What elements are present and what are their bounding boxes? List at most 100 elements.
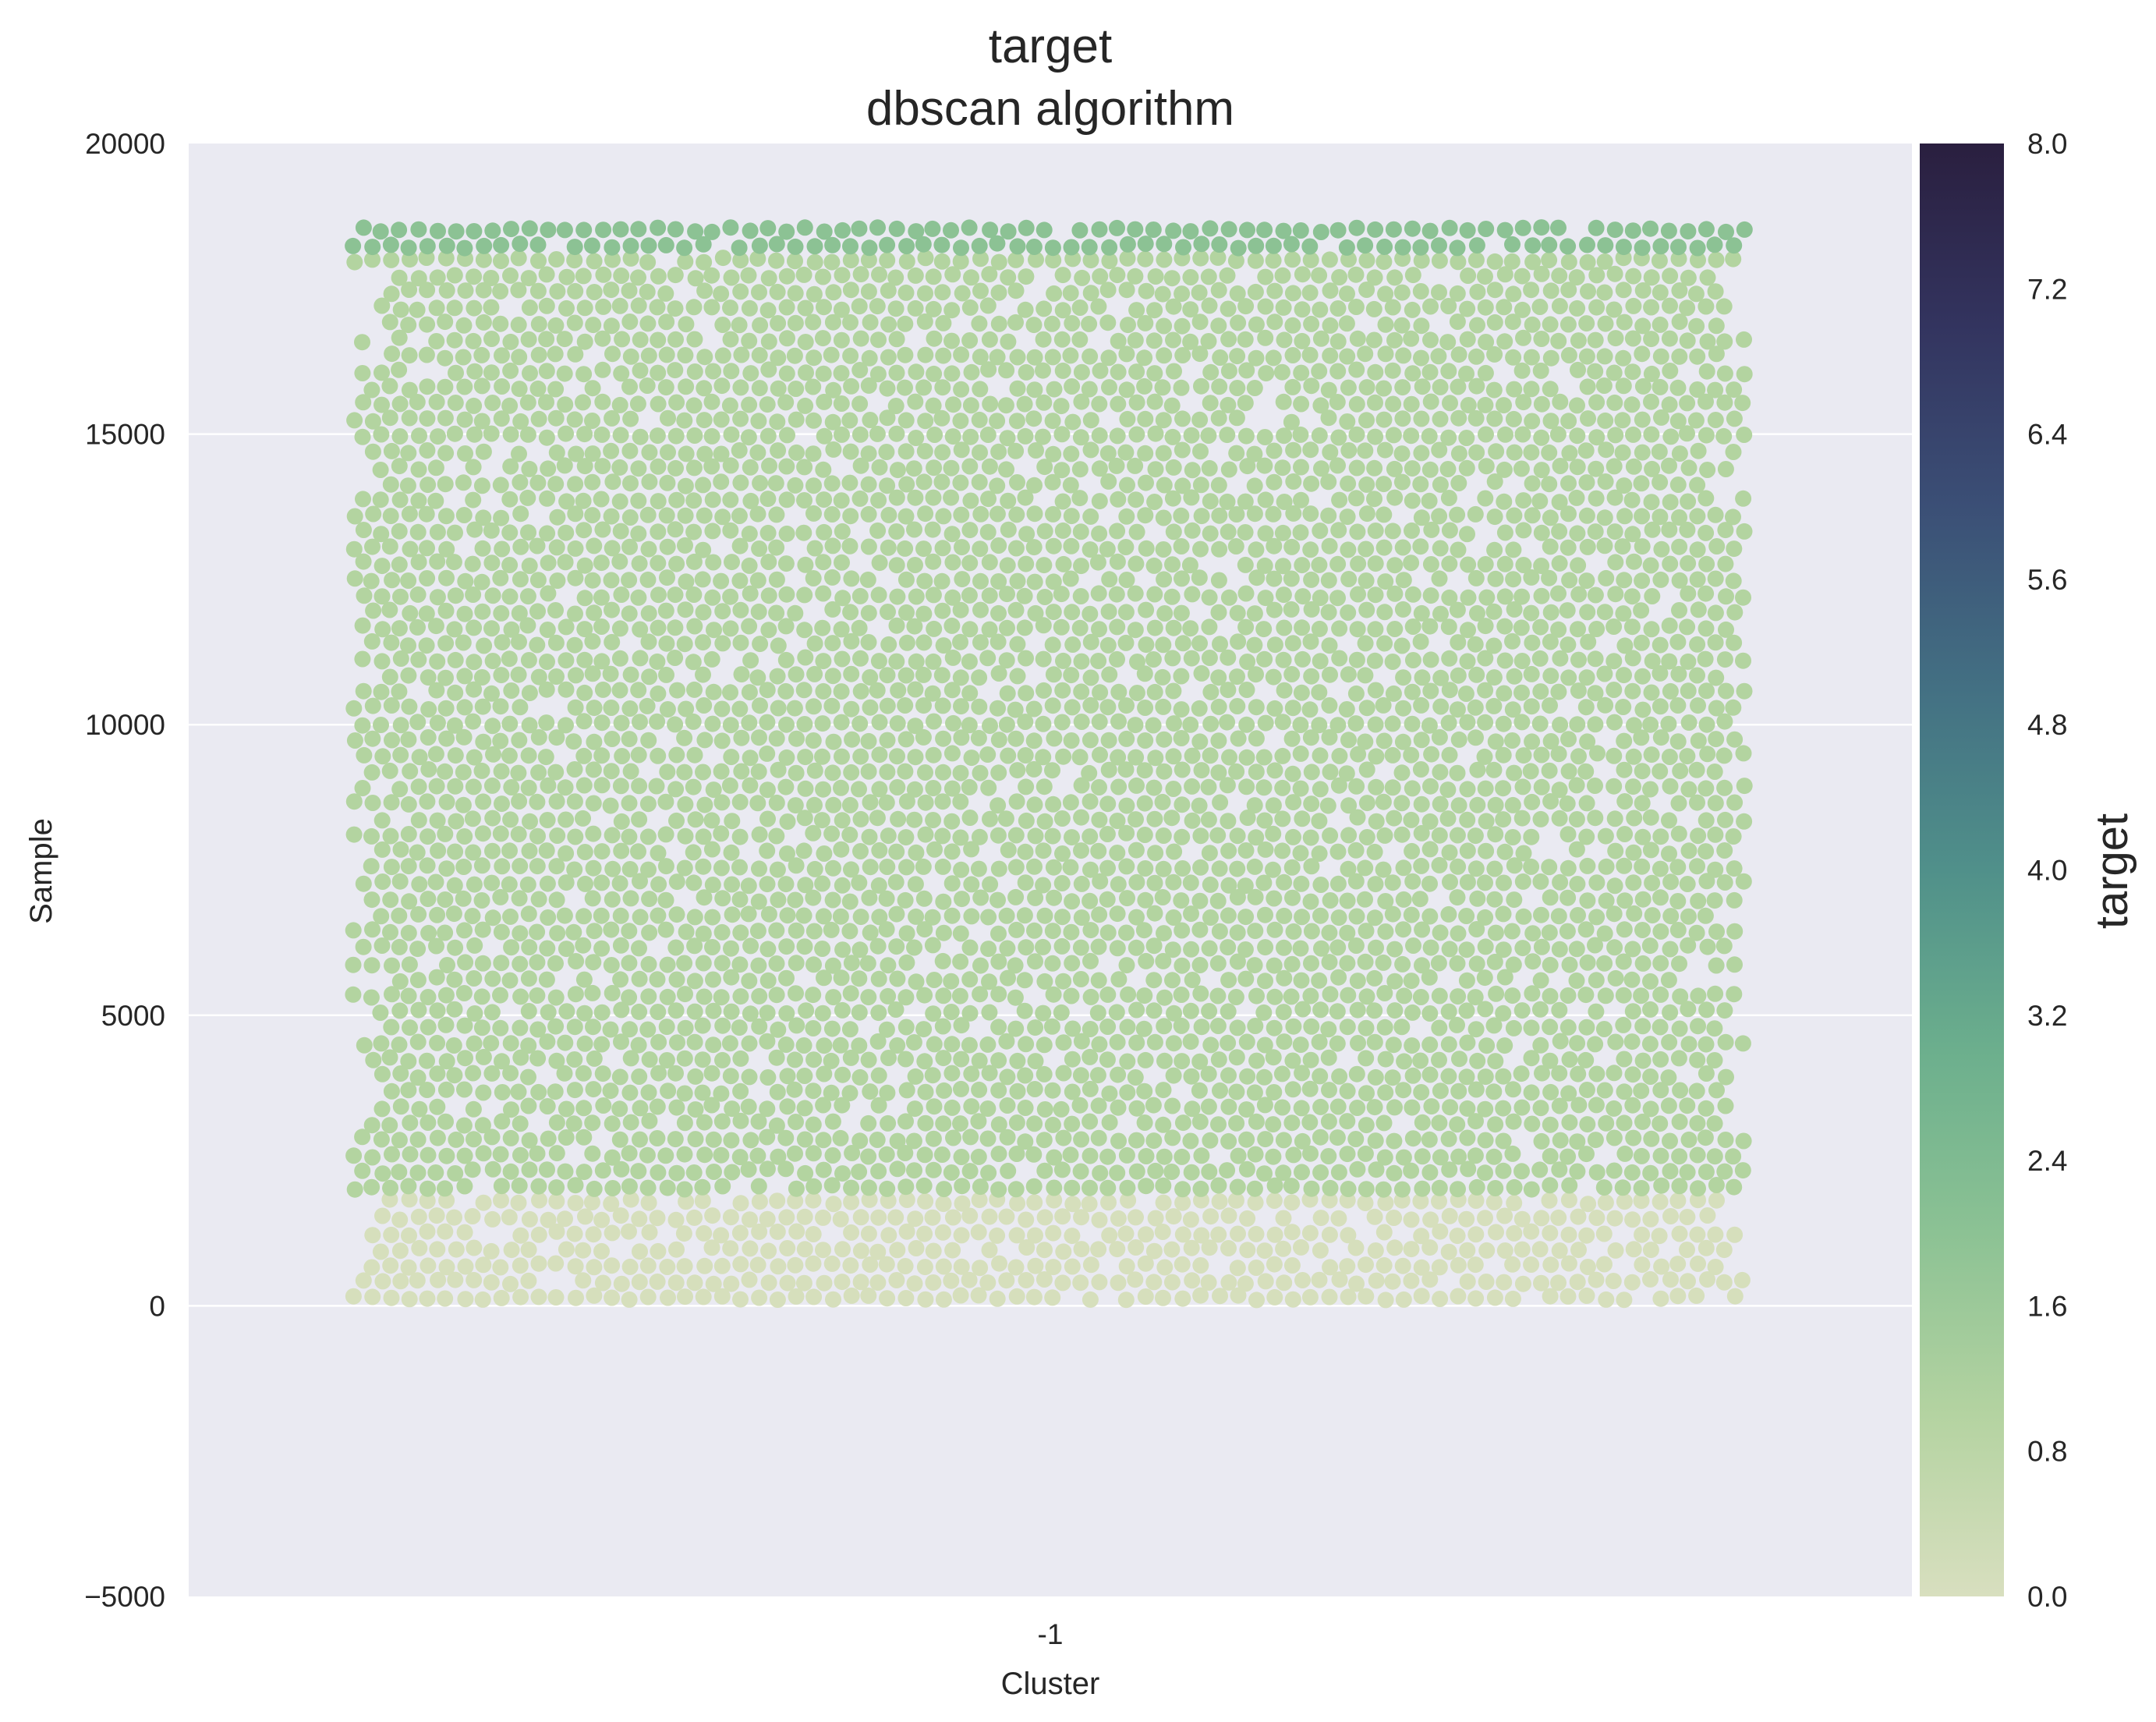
- scatter-point: [1689, 794, 1705, 811]
- scatter-point: [648, 778, 665, 795]
- scatter-point: [926, 330, 943, 347]
- scatter-point: [493, 667, 510, 684]
- scatter-point: [659, 538, 676, 555]
- scatter-point: [1128, 777, 1145, 794]
- scatter-point: [879, 409, 896, 427]
- scatter-point: [961, 299, 979, 316]
- scatter-point: [1128, 302, 1145, 319]
- scatter-point: [1174, 796, 1191, 813]
- scatter-point: [1660, 222, 1677, 239]
- scatter-point: [860, 445, 877, 462]
- scatter-point: [1007, 730, 1025, 747]
- scatter-point: [935, 1291, 952, 1308]
- scatter-point: [1312, 1129, 1329, 1146]
- scatter-point: [529, 1021, 547, 1038]
- scatter-point: [713, 572, 730, 590]
- scatter-point: [1174, 957, 1191, 974]
- scatter-point: [1404, 618, 1421, 635]
- scatter-point: [760, 1242, 777, 1260]
- scatter-point: [871, 842, 888, 859]
- scatter-point: [1533, 778, 1550, 795]
- scatter-point: [584, 473, 601, 491]
- scatter-point: [1413, 1259, 1430, 1276]
- scatter-point: [1312, 224, 1329, 240]
- scatter-point: [1092, 746, 1108, 764]
- scatter-point: [1423, 1098, 1440, 1115]
- scatter-point: [1597, 473, 1614, 490]
- scatter-point: [1368, 939, 1384, 956]
- scatter-point: [1145, 1097, 1162, 1114]
- scatter-point: [1587, 523, 1604, 540]
- scatter-point: [1154, 668, 1171, 686]
- scatter-point: [1652, 986, 1669, 1003]
- scatter-point: [1699, 462, 1716, 478]
- scatter-point: [815, 653, 832, 670]
- scatter-point: [364, 413, 381, 430]
- scatter-point: [1155, 1177, 1172, 1194]
- scatter-point: [429, 1129, 446, 1146]
- scatter-point: [1634, 317, 1652, 335]
- scatter-point: [724, 876, 741, 893]
- scatter-point: [1146, 393, 1163, 410]
- scatter-point: [512, 1146, 529, 1164]
- scatter-point: [1201, 1239, 1218, 1256]
- scatter-point: [815, 585, 832, 602]
- scatter-point: [1467, 1147, 1484, 1164]
- scatter-point: [713, 285, 730, 303]
- scatter-point: [990, 732, 1007, 749]
- scatter-point: [1036, 682, 1052, 699]
- scatter-point: [621, 1223, 637, 1240]
- scatter-point: [1588, 874, 1605, 891]
- scatter-point: [1423, 746, 1440, 763]
- scatter-point: [521, 1210, 538, 1228]
- scatter-point: [1348, 778, 1365, 795]
- scatter-point: [1477, 780, 1494, 797]
- scatter-point: [814, 875, 831, 892]
- scatter-point: [1468, 921, 1485, 937]
- scatter-point: [1698, 873, 1715, 890]
- scatter-point: [732, 1050, 749, 1067]
- scatter-point: [841, 1021, 859, 1038]
- scatter-point: [1366, 1002, 1383, 1019]
- scatter-point: [1385, 1036, 1402, 1054]
- scatter-point: [694, 1192, 711, 1210]
- scatter-point: [1699, 269, 1716, 286]
- scatter-point: [1542, 1148, 1559, 1164]
- scatter-point: [1587, 586, 1604, 604]
- scatter-point: [1128, 394, 1145, 411]
- scatter-point: [751, 284, 767, 301]
- scatter-point: [1485, 1083, 1503, 1100]
- scatter-point: [1320, 409, 1337, 427]
- scatter-point: [1404, 522, 1420, 539]
- scatter-point: [1210, 698, 1227, 715]
- scatter-point: [1450, 731, 1467, 748]
- scatter-point: [622, 348, 639, 365]
- scatter-point: [1256, 429, 1273, 445]
- scatter-point: [373, 683, 390, 700]
- scatter-point: [520, 905, 537, 923]
- scatter-point: [1211, 860, 1228, 877]
- scatter-point: [676, 1181, 693, 1198]
- scatter-point: [1285, 505, 1302, 522]
- scatter-point: [1393, 1181, 1411, 1198]
- scatter-point: [428, 682, 445, 699]
- scatter-point: [492, 825, 509, 842]
- scatter-point: [521, 717, 538, 734]
- scatter-point: [558, 717, 574, 734]
- scatter-point: [704, 909, 721, 926]
- scatter-point: [1082, 1113, 1099, 1130]
- scatter-point: [1432, 764, 1449, 781]
- scatter-point: [1247, 888, 1264, 905]
- scatter-point: [1624, 222, 1641, 239]
- scatter-point: [1138, 601, 1155, 618]
- scatter-point: [1227, 252, 1244, 269]
- scatter-point: [547, 317, 565, 334]
- scatter-point: [1164, 1129, 1181, 1146]
- scatter-point: [1009, 238, 1026, 255]
- scatter-point: [1090, 653, 1107, 669]
- scatter-point: [989, 349, 1006, 366]
- scatter-point: [530, 1288, 547, 1306]
- scatter-point: [1036, 813, 1053, 830]
- scatter-point: [1181, 557, 1198, 574]
- scatter-point: [971, 669, 988, 686]
